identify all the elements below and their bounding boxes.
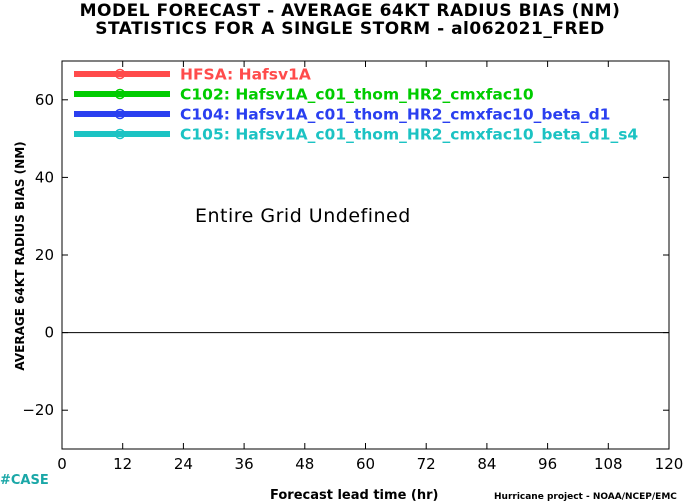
x-tick-label: 96 [538, 455, 557, 473]
y-tick-label: 20 [35, 246, 54, 264]
legend-entry: C105: Hafsv1A_c01_thom_HR2_cmxfac10_beta… [74, 126, 638, 144]
x-tick-label: 24 [174, 455, 193, 473]
y-tick-label: 60 [35, 91, 54, 109]
x-tick-label: 36 [235, 455, 254, 473]
x-axis-label: Forecast lead time (hr) [270, 488, 438, 503]
legend-label: C102: Hafsv1A_c01_thom_HR2_cmxfac10 [180, 86, 534, 104]
x-tick-label: 120 [655, 455, 684, 473]
legend-label: C105: Hafsv1A_c01_thom_HR2_cmxfac10_beta… [180, 126, 638, 144]
no-data-message: Entire Grid Undefined [195, 205, 411, 227]
x-tick-label: 0 [57, 455, 67, 473]
legend-marker [114, 88, 126, 100]
x-tick-label: 72 [417, 455, 436, 473]
legend-label: HFSA: Hafsv1A [180, 66, 311, 84]
x-tick-label: 12 [113, 455, 132, 473]
legend-entry: C102: Hafsv1A_c01_thom_HR2_cmxfac10 [74, 86, 534, 104]
legend-label: C104: Hafsv1A_c01_thom_HR2_cmxfac10_beta… [180, 106, 610, 124]
legend-entry: HFSA: Hafsv1A [74, 66, 311, 84]
x-tick-label: 48 [295, 455, 314, 473]
legend-marker [114, 128, 126, 140]
credit-text: Hurricane project - NOAA/NCEP/EMC [494, 492, 677, 502]
axis-ticks: 0 12 24 36 48 60 72 84 96 108 120 −20 0 20 40 60 [22, 61, 683, 473]
x-tick-label: 84 [477, 455, 496, 473]
legend-marker [114, 68, 126, 80]
legend: HFSA: Hafsv1A C102: Hafsv1A_c01_thom_HR2_… [74, 66, 638, 144]
legend-marker [114, 108, 126, 120]
x-tick-label: 108 [594, 455, 623, 473]
y-tick-label: −20 [22, 401, 54, 419]
y-axis-label: AVERAGE 64KT RADIUS BIAS (NM) [13, 141, 27, 370]
chart-title: MODEL FORECAST - AVERAGE 64KT RADIUS BIA… [79, 1, 621, 21]
x-tick-label: 60 [356, 455, 375, 473]
case-label: #CASE [0, 473, 49, 488]
chart-subtitle: STATISTICS FOR A SINGLE STORM - al062021… [95, 19, 605, 39]
y-tick-label: 40 [35, 168, 54, 186]
y-tick-label: 0 [44, 324, 54, 342]
legend-entry: C104: Hafsv1A_c01_thom_HR2_cmxfac10_beta… [74, 106, 610, 124]
